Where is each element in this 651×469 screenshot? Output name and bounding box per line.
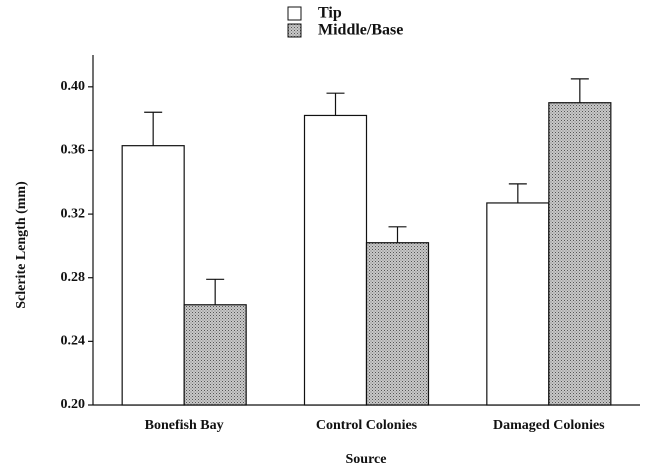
y-tick-label: 0.36 — [61, 143, 86, 158]
y-axis-label: Sclerite Length (mm) — [14, 181, 29, 309]
x-axis-label: Source — [346, 452, 387, 467]
x-tick-label: Control Colonies — [316, 418, 418, 433]
legend-label: Middle/Base — [318, 22, 403, 39]
legend-swatch — [287, 6, 302, 21]
x-tick-label: Damaged Colonies — [493, 418, 605, 433]
legend-swatch — [287, 23, 302, 38]
bar — [303, 114, 368, 406]
bar — [486, 202, 550, 406]
bar — [183, 304, 247, 406]
bar — [121, 145, 185, 406]
x-tick-label: Bonefish Bay — [145, 418, 224, 433]
bar — [548, 102, 612, 406]
y-tick-label: 0.32 — [61, 206, 86, 221]
legend-label: Tip — [318, 5, 342, 22]
y-tick-label: 0.28 — [61, 270, 86, 285]
y-tick-label: 0.24 — [61, 334, 86, 349]
y-tick-label: 0.20 — [61, 397, 86, 412]
y-tick-label: 0.40 — [61, 79, 86, 94]
bar — [365, 242, 430, 406]
